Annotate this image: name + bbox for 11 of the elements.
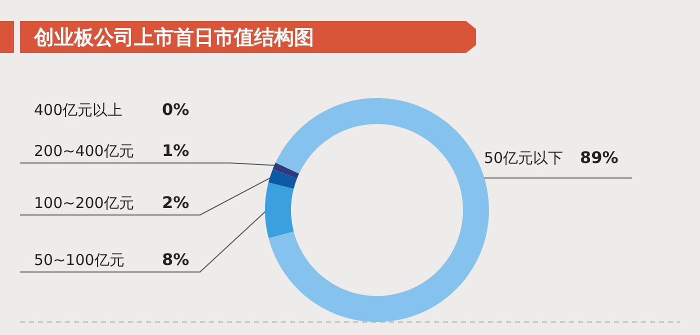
text: 0% [162, 100, 190, 119]
data-label: 89% [580, 148, 618, 167]
slice-label: 50亿元以下 [484, 149, 564, 168]
chart-title: 创业板公司上市首日市值结构图 [34, 24, 314, 50]
data-label: 2% [162, 193, 190, 212]
data-label: 8% [162, 250, 190, 269]
data-label: 1% [162, 141, 190, 160]
slice-label: 100~200亿元 [34, 194, 135, 213]
category-label: 400亿元以上 [34, 101, 123, 119]
slice-label: 200~400亿元 [34, 142, 135, 161]
slice-label: 50~100亿元 [34, 251, 126, 270]
